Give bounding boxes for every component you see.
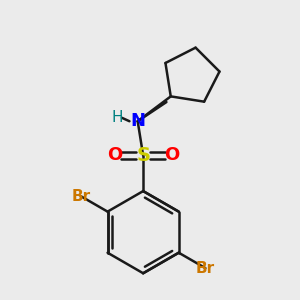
Text: O: O: [164, 146, 179, 164]
Text: S: S: [136, 146, 150, 165]
Text: O: O: [107, 146, 122, 164]
Text: Br: Br: [71, 189, 90, 204]
Text: Br: Br: [196, 261, 215, 276]
Text: H: H: [111, 110, 123, 125]
Text: N: N: [130, 112, 145, 130]
